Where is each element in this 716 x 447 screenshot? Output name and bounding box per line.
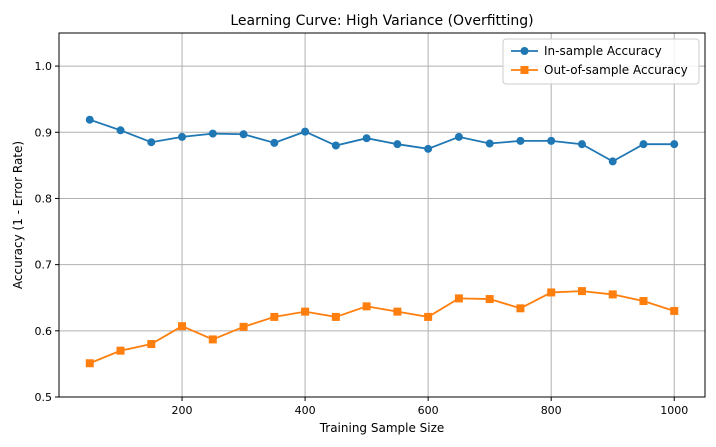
legend-label-out-of-sample: Out-of-sample Accuracy xyxy=(544,63,688,77)
y-tick-label: 1.0 xyxy=(35,60,53,73)
plot-frame xyxy=(58,32,706,398)
data-point xyxy=(85,359,94,368)
data-point xyxy=(577,140,586,149)
data-point xyxy=(577,287,586,296)
data-point xyxy=(639,140,648,149)
data-point xyxy=(547,136,556,145)
data-point xyxy=(147,340,156,349)
x-tick-label: 600 xyxy=(418,404,439,417)
data-point xyxy=(362,302,371,311)
data-point xyxy=(239,130,248,139)
y-tick-label: 0.7 xyxy=(35,259,53,272)
data-point xyxy=(331,312,340,321)
legend-marker-out-of-sample xyxy=(520,66,529,74)
data-point xyxy=(208,129,217,138)
x-axis-label: Training Sample Size xyxy=(319,421,445,435)
data-point xyxy=(393,307,402,316)
data-point xyxy=(639,297,648,306)
y-tick-label: 0.5 xyxy=(35,391,53,404)
data-point xyxy=(270,312,279,321)
data-point xyxy=(362,134,371,143)
data-point xyxy=(454,132,463,141)
data-point xyxy=(485,295,494,304)
data-point xyxy=(485,139,494,148)
x-tick-label: 400 xyxy=(295,404,316,417)
data-point xyxy=(85,115,94,124)
y-axis-label: Accuracy (1 - Error Rate) xyxy=(11,141,25,289)
series-layer xyxy=(85,115,679,368)
data-point xyxy=(116,126,125,135)
data-point xyxy=(301,127,310,136)
y-tick-label: 0.8 xyxy=(35,192,53,205)
data-point xyxy=(331,141,340,150)
data-point xyxy=(301,307,310,316)
data-point xyxy=(147,138,156,147)
data-point xyxy=(178,132,187,141)
x-tick-label: 1000 xyxy=(660,404,688,417)
data-point xyxy=(208,335,217,344)
x-tick-label: 200 xyxy=(172,404,193,417)
data-point xyxy=(670,306,679,315)
series-out-of-sample xyxy=(85,287,679,368)
data-point xyxy=(270,138,279,147)
data-point xyxy=(608,290,617,299)
legend-box xyxy=(502,38,700,85)
y-tick-label: 0.6 xyxy=(35,325,53,338)
data-point xyxy=(393,140,402,149)
chart-title: Learning Curve: High Variance (Overfitti… xyxy=(230,13,533,29)
series-line xyxy=(89,290,675,365)
legend: In-sample Accuracy Out-of-sample Accurac… xyxy=(502,38,700,85)
data-point xyxy=(516,136,525,145)
series-in-sample xyxy=(85,115,679,166)
legend-marker-in-sample xyxy=(520,47,529,55)
axis-ticks: 200 400 600 800 1000 0.5 0.6 0.7 0.8 0.9 1.0 xyxy=(35,60,689,417)
data-point xyxy=(424,144,433,153)
data-point xyxy=(454,294,463,303)
data-point xyxy=(547,288,556,297)
y-tick-label: 0.9 xyxy=(35,126,53,139)
data-point xyxy=(670,140,679,149)
data-point xyxy=(608,157,617,166)
data-point xyxy=(516,304,525,313)
data-point xyxy=(178,322,187,331)
data-point xyxy=(116,346,125,355)
data-point xyxy=(424,312,433,321)
legend-label-in-sample: In-sample Accuracy xyxy=(544,44,662,58)
data-point xyxy=(239,322,248,331)
series-line xyxy=(89,118,675,163)
x-tick-label: 800 xyxy=(541,404,562,417)
